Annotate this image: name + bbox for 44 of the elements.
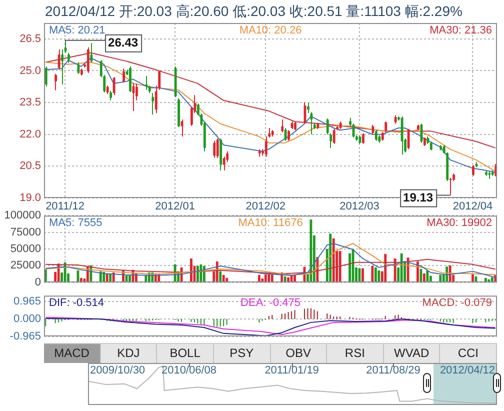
y-tick-label: 26.5 (20, 32, 41, 45)
text: MA10: 11676 (238, 217, 303, 230)
text: KDJ (100, 344, 158, 363)
text: MACD (44, 344, 101, 363)
text: MA5: 20.21 (49, 24, 106, 37)
y-tick-label: 22.0 (20, 128, 41, 140)
x-tick-label: 2010/06/08 (161, 364, 217, 377)
text: MA5: 7555 (49, 217, 102, 230)
x-tick-label: 2011/12 (46, 200, 85, 213)
text: MA10: 20.26 (239, 24, 302, 37)
y-tick-label: 23.5 (20, 96, 41, 109)
y-tick-label: 25.0 (20, 64, 41, 77)
x-tick-label: 2011/01/19 (264, 364, 319, 377)
x-tick-label: 2012/03 (340, 200, 380, 213)
x-tick-label: 2012/04/12 (440, 364, 495, 377)
x-tick-label: 2012/01 (155, 200, 195, 213)
y-tick-label: 75000 (10, 226, 41, 238)
series-label: MACD: -0.079 (422, 297, 492, 310)
text: PSY (214, 344, 270, 363)
y-tick-label: 0.965 (13, 296, 41, 308)
x-tick-label: 2012/04 (452, 200, 493, 213)
chart-title: 2012/04/12 开:20.03 高:20.60 低:20.03 收:20.51 量:11103 幅:2.29% (45, 3, 462, 21)
y-tick-label: 50000 (10, 243, 41, 256)
annotation: 26.43 (108, 36, 138, 50)
series-label: DIF: -0.514 (49, 297, 104, 310)
text: CCI (440, 344, 497, 363)
text: WVAD (384, 344, 440, 363)
text: RSI (327, 344, 384, 363)
y-tick-label: 100000 (4, 210, 41, 222)
x-tick-label: 2012/02 (246, 200, 286, 213)
text: MA30: 19902 (426, 217, 492, 230)
y-tick-label: 20.5 (20, 160, 41, 172)
x-tick-label: 2011/08/29 (366, 364, 420, 377)
text: BOLL (157, 344, 214, 363)
x-tick-label: 2009/10/30 (90, 364, 146, 377)
series-label: DEA: -0.475 (240, 297, 300, 310)
y-tick-label: 25000 (10, 260, 41, 272)
text: OBV (270, 344, 328, 363)
y-tick-label: 19.0 (20, 192, 41, 204)
text: MA30: 21.36 (430, 24, 492, 37)
annotation: 19.13 (403, 190, 434, 205)
y-tick-label: -0.965 (10, 330, 41, 342)
y-tick-label: 0 (34, 276, 41, 288)
y-tick-label: 0.000 (13, 313, 41, 326)
